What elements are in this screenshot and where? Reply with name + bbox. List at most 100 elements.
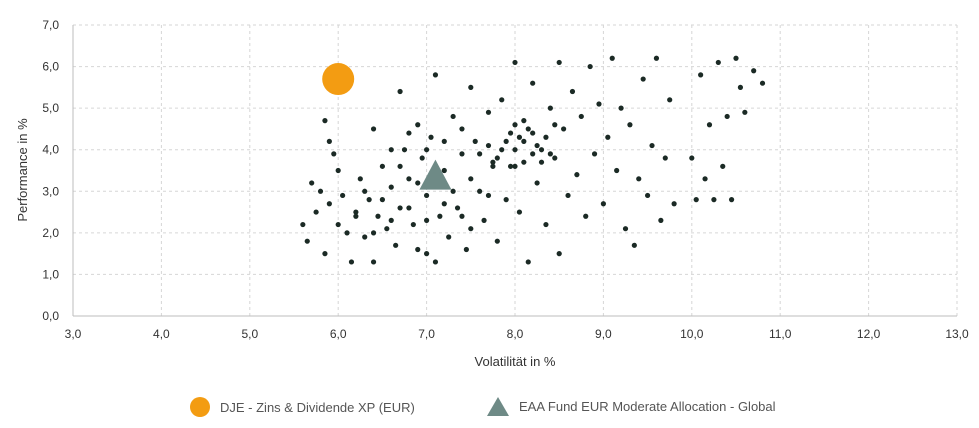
peer-fund-point xyxy=(437,213,443,219)
peer-fund-point xyxy=(711,197,717,203)
peer-fund-point xyxy=(485,142,492,149)
y-tick-label: 6,0 xyxy=(42,60,59,74)
peer-fund-point xyxy=(441,201,447,207)
peer-fund-point xyxy=(397,88,403,95)
x-tick-label: 9,0 xyxy=(595,327,612,341)
peer-fund-point xyxy=(720,163,726,169)
peer-fund-point xyxy=(530,130,536,136)
legend: DJE - Zins & Dividende XP (EUR) EAA Fund… xyxy=(0,397,979,427)
peer-fund-point xyxy=(653,55,660,61)
peer-fund-point xyxy=(543,134,549,140)
peer-fund-point xyxy=(636,176,642,182)
peer-fund-point xyxy=(587,63,593,70)
x-axis-title: Volatilität in % xyxy=(475,354,556,369)
legend-item-peer-group[interactable]: EAA Fund EUR Moderate Allocation - Globa… xyxy=(487,397,776,416)
orange-circle-icon xyxy=(190,397,210,417)
peer-fund-point xyxy=(362,234,368,240)
peer-fund-point xyxy=(547,151,553,157)
peer-cloud xyxy=(300,55,766,265)
peer-fund-point xyxy=(724,113,730,120)
highlight-series xyxy=(322,63,452,190)
peer-fund-point xyxy=(406,205,412,211)
x-axis-ticks: 3,0 4,0 5,0 6,0 7,0 8,0 9,0 10,0 11,0 12,0 13,0 xyxy=(65,327,969,341)
peer-fund-point xyxy=(463,246,469,253)
peer-fund-point xyxy=(459,213,465,219)
peer-fund-point xyxy=(424,147,430,153)
peer-fund-point xyxy=(521,159,527,165)
peer-fund-point xyxy=(645,192,651,199)
peer-fund-point xyxy=(490,159,496,165)
peer-fund-point xyxy=(300,221,306,228)
peer-fund-point xyxy=(397,163,403,169)
peer-fund-point xyxy=(737,84,744,90)
peer-fund-point xyxy=(477,151,483,157)
peer-fund-point xyxy=(547,105,553,111)
peer-fund-point xyxy=(468,176,474,182)
peer-fund-point xyxy=(432,259,439,265)
peer-fund-point xyxy=(525,259,531,265)
peer-fund-point xyxy=(357,176,363,182)
peer-fund-point xyxy=(538,159,545,165)
peer-fund-point xyxy=(384,226,390,232)
peer-fund-point xyxy=(702,176,708,182)
peer-fund-point xyxy=(742,109,748,115)
peer-fund-point xyxy=(600,201,607,207)
y-tick-label: 2,0 xyxy=(42,226,59,240)
scatter-chart: 3,0 4,0 5,0 6,0 7,0 8,0 9,0 10,0 11,0 12,0 13,0 0,… xyxy=(15,18,969,369)
peer-fund-point xyxy=(569,88,576,95)
x-tick-label: 6,0 xyxy=(330,327,347,341)
peer-fund-point xyxy=(424,251,430,257)
peer-fund-point xyxy=(507,130,514,136)
y-tick-label: 1,0 xyxy=(42,267,59,281)
peer-fund-point xyxy=(415,246,421,253)
peer-fund-point xyxy=(432,72,439,78)
peer-fund-point xyxy=(512,122,518,128)
peer-fund-point xyxy=(468,84,474,90)
legend-item-fund[interactable]: DJE - Zins & Dividende XP (EUR) xyxy=(190,397,415,417)
peer-fund-point xyxy=(521,138,527,144)
peer-fund-point xyxy=(591,151,598,157)
peer-fund-point xyxy=(317,188,324,194)
x-tick-label: 12,0 xyxy=(857,327,881,341)
peer-fund-point xyxy=(543,221,549,228)
peer-fund-point xyxy=(512,59,518,66)
peer-fund-point xyxy=(379,197,385,203)
peer-fund-point xyxy=(415,122,421,128)
peer-fund-point xyxy=(424,217,430,223)
peer-fund-point xyxy=(622,226,629,232)
peer-fund-point xyxy=(596,101,602,107)
peer-fund-point xyxy=(379,163,385,169)
peer-fund-point xyxy=(401,147,408,153)
y-tick-label: 4,0 xyxy=(42,143,59,157)
peer-fund-point xyxy=(375,213,381,219)
peer-fund-point xyxy=(415,180,421,186)
peer-fund-point xyxy=(322,118,328,124)
fund-point[interactable] xyxy=(322,63,355,96)
peer-fund-point xyxy=(530,151,536,157)
y-axis-ticks: 0,0 1,0 2,0 3,0 4,0 5,0 6,0 7,0 xyxy=(42,18,59,323)
peer-fund-point xyxy=(693,197,699,203)
peer-fund-point xyxy=(309,180,315,186)
peer-fund-point xyxy=(640,76,646,82)
peer-fund-point xyxy=(393,242,399,248)
peer-fund-point xyxy=(477,188,483,194)
y-tick-label: 7,0 xyxy=(42,18,59,32)
peer-fund-point xyxy=(428,134,434,140)
peer-fund-point xyxy=(454,205,461,211)
peer-fund-point xyxy=(667,97,673,103)
peer-fund-point xyxy=(759,80,766,86)
peer-fund-point xyxy=(658,217,664,223)
peer-fund-point xyxy=(530,80,536,86)
peer-group-average-point[interactable] xyxy=(419,159,452,190)
peer-fund-point xyxy=(698,72,704,78)
peer-fund-point xyxy=(706,122,713,128)
peer-fund-point xyxy=(304,238,310,244)
peer-fund-point xyxy=(353,213,359,219)
peer-fund-point xyxy=(450,113,456,120)
peer-fund-point xyxy=(574,172,580,178)
y-tick-label: 0,0 xyxy=(42,309,59,323)
peer-fund-point xyxy=(353,209,359,215)
peer-fund-point xyxy=(618,105,624,111)
peer-fund-point xyxy=(370,259,377,265)
peer-fund-point xyxy=(441,167,447,174)
